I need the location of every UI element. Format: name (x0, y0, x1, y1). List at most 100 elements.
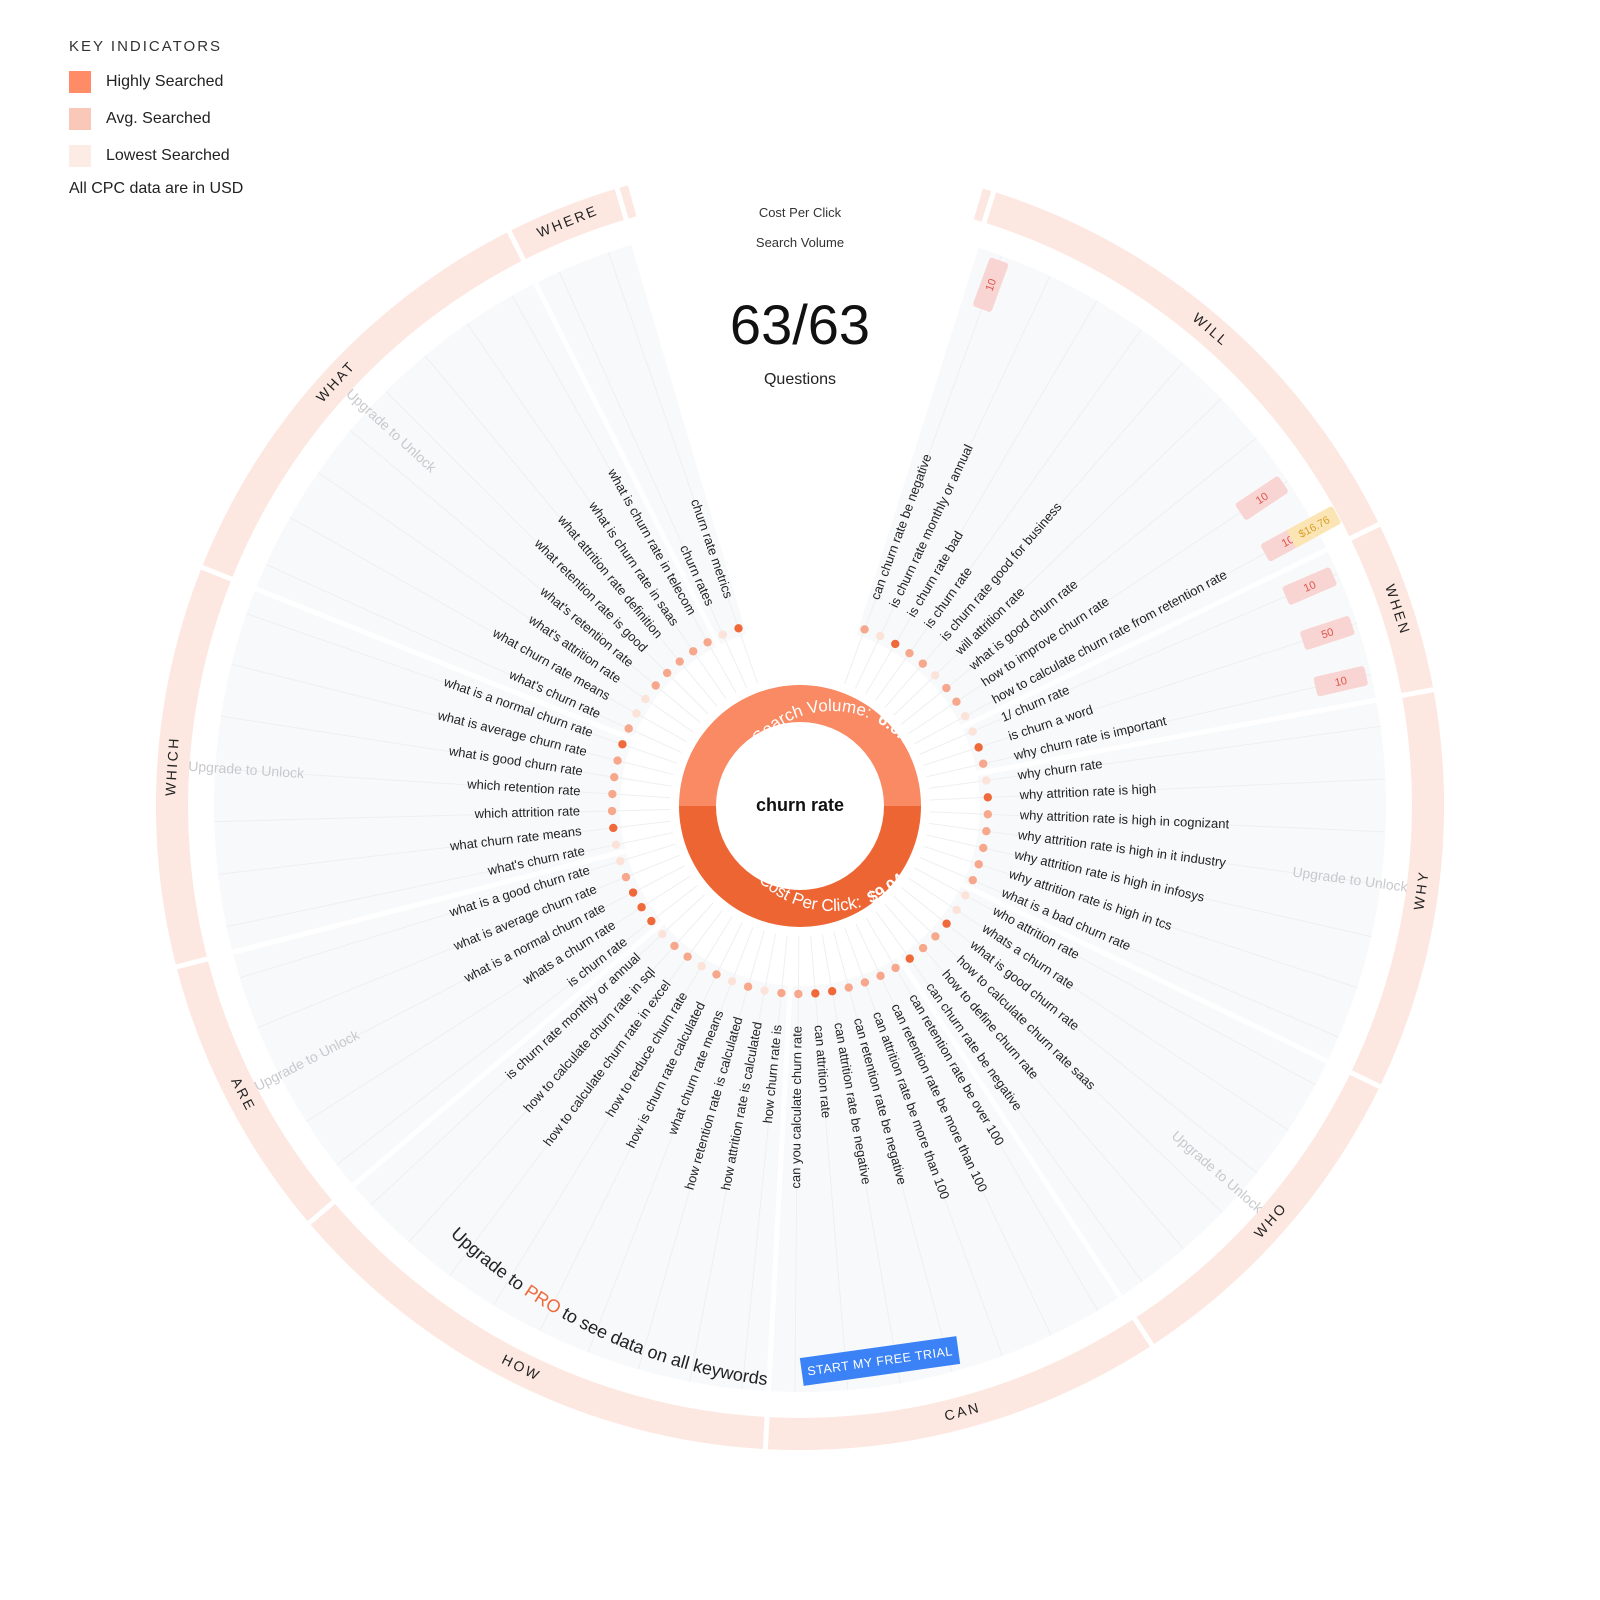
volume-dot-high (647, 916, 656, 926)
legend-swatch-avg (69, 108, 91, 130)
start-free-trial-button-bg[interactable] (799, 1336, 961, 1386)
question-spoke (833, 931, 953, 1373)
question-label[interactable]: which retention rate (466, 776, 581, 798)
volume-dot-high (618, 740, 627, 749)
badge-bg (1282, 567, 1337, 605)
search-volume-badge-value: 10 (1302, 579, 1318, 595)
volume-dot-avg (624, 724, 633, 733)
volume-dot-avg (689, 647, 698, 656)
question-spoke (511, 295, 737, 694)
question-spoke (794, 935, 800, 1392)
volume-dot-high (609, 823, 618, 833)
search-volume-badge-value: 10 (984, 277, 999, 293)
question-spoke (741, 935, 788, 1390)
search-volume-badge-value: 50 (1320, 626, 1335, 641)
question-spoke (865, 917, 1099, 1311)
question-spoke (929, 811, 1386, 833)
question-label[interactable]: why attrition rate is high (1018, 781, 1156, 802)
volume-dot-low (616, 856, 625, 866)
question-spoke (855, 275, 1051, 689)
question-spoke (884, 361, 1184, 708)
volume-dot-low (718, 630, 727, 639)
section-ring-who (1136, 1074, 1379, 1344)
volume-dot-avg (621, 872, 631, 882)
question-spoke (336, 885, 698, 1166)
volume-dot-avg (905, 648, 914, 658)
cost-per-click-header: Cost Per Click (759, 205, 842, 220)
section-divider (960, 519, 1386, 730)
question-spoke (928, 725, 1381, 789)
badge-bg (973, 257, 1009, 312)
section-dividers (169, 182, 1440, 1456)
question-spokes (214, 252, 1386, 1392)
volume-dot-low (960, 712, 970, 721)
question-spoke (217, 820, 671, 875)
volume-dot-avg (918, 659, 928, 668)
volume-dot-avg (876, 971, 885, 981)
volume-dot-avg (931, 932, 940, 941)
volume-dot-avg (662, 668, 672, 678)
question-spoke (901, 886, 1258, 1174)
question-spoke (385, 390, 709, 715)
inner-panel (214, 244, 1387, 1393)
question-spoke (539, 922, 743, 1332)
volume-dots (607, 624, 993, 999)
volume-dot-avg (918, 943, 928, 953)
legend-item-avg-searched: Avg. Searched (69, 108, 329, 130)
question-spoke (855, 923, 1052, 1336)
search-volume-badge: 50 (1300, 616, 1355, 650)
volume-dot-low (632, 709, 641, 718)
volume-dot-avg (860, 625, 869, 634)
volume-dot-avg (979, 843, 988, 853)
section-divider (302, 920, 665, 1229)
legend-label: Avg. Searched (106, 110, 211, 127)
search-volume-badge: 10 (1235, 476, 1288, 520)
badge-bg (1287, 506, 1341, 547)
volume-dot-high (983, 793, 993, 802)
volume-dot-avg (712, 970, 721, 979)
question-spoke (900, 437, 1257, 725)
section-bands (214, 244, 1387, 1393)
question-spoke (926, 834, 1372, 938)
question-label[interactable]: can you calculate churn rate (788, 1026, 804, 1189)
question-spoke (305, 875, 691, 1122)
question-spoke (607, 252, 758, 684)
section-divider (960, 882, 1387, 1092)
question-label[interactable]: which attrition rate (473, 803, 580, 821)
cost-per-click-segment (679, 806, 921, 927)
volume-dot-avg (610, 772, 619, 782)
question-spoke (865, 300, 1098, 695)
question-spoke (637, 930, 765, 1370)
volume-dot-low (727, 977, 737, 986)
volume-dot-low (611, 840, 621, 849)
section-divider (762, 985, 793, 1456)
question-spoke (215, 768, 671, 799)
question-spoke (844, 927, 1003, 1357)
upgrade-to-unlock-label[interactable]: Upgrade to Unlock (188, 758, 306, 781)
volume-dot-avg (968, 875, 977, 885)
question-spoke (226, 832, 673, 928)
legend-swatch-high (69, 71, 91, 93)
key-indicators-legend: KEY INDICATORS Highly Searched Avg. Sear… (69, 38, 329, 198)
volume-dot-avg (942, 683, 951, 693)
search-volume-badge-value: 10 (1254, 491, 1271, 508)
volume-dot-avg (607, 806, 617, 816)
question-spoke (893, 895, 1223, 1213)
badge-bg (1313, 666, 1368, 697)
volume-dot-avg (844, 983, 853, 992)
question-spoke (810, 935, 849, 1391)
section-ring-can (768, 1319, 1150, 1451)
question-spoke (923, 845, 1358, 989)
volume-dot-low (968, 727, 977, 736)
volume-dot-avg (982, 827, 991, 836)
volume-dot-high (811, 989, 820, 998)
question-spoke (231, 663, 674, 776)
question-spoke (279, 865, 685, 1077)
volume-dot-avg (651, 681, 660, 690)
section-divider (195, 562, 634, 742)
search-volume-badge: 10 (1282, 567, 1337, 605)
section-label-why: WHY (1410, 869, 1431, 911)
volume-dot-high (628, 888, 638, 897)
volume-dot-avg (608, 789, 617, 799)
